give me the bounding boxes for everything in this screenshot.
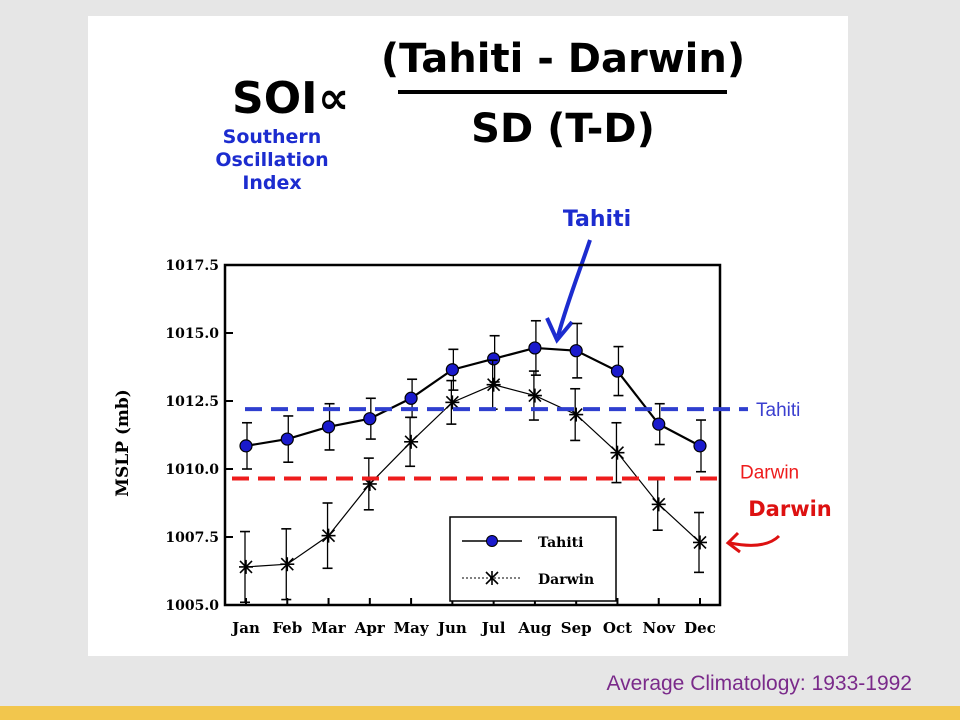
legend-tahiti-marker: [486, 535, 498, 547]
data-point: [445, 395, 460, 410]
y-axis-ticks: 1005.0 1007.5 1010.0 1012.5 1015.0 1017.5: [165, 258, 233, 614]
slide-caption: Average Climatology: 1933-1992: [606, 672, 912, 695]
y-tick-label: 1005.0: [165, 598, 219, 614]
formula-numerator: (Tahiti - Darwin): [381, 36, 745, 82]
data-point: [280, 432, 294, 446]
tahiti-arrowhead-icon: [545, 317, 574, 344]
x-tick-label: Jan: [230, 619, 260, 637]
darwin-reference-label: Darwin: [740, 463, 799, 484]
plot-frame: [223, 263, 722, 607]
mslp-chart: MSLP (mb) 1005.0 1007.5 1010.0 1012.5 1015.0…: [113, 258, 722, 637]
data-point: [404, 391, 418, 405]
x-tick-label: Oct: [603, 619, 632, 637]
series-layer: [239, 319, 707, 604]
reference-lines: Tahiti Darwin: [232, 400, 800, 484]
series-tahiti: [239, 319, 707, 473]
darwin-arrowhead-icon: [725, 531, 741, 554]
darwin-handwritten-label: Darwin: [748, 497, 832, 521]
series-line: [245, 346, 701, 447]
x-tick-label: Aug: [517, 619, 552, 637]
y-tick-label: 1012.5: [165, 394, 219, 410]
data-point: [651, 497, 666, 512]
series-line: [245, 384, 701, 568]
legend-box: [449, 516, 617, 602]
x-tick-label: Nov: [643, 619, 677, 637]
data-point: [321, 420, 336, 434]
handwritten-annotations: Tahiti Darwin: [545, 207, 832, 554]
data-point: [280, 557, 295, 572]
data-point: [239, 439, 253, 453]
data-point: [693, 535, 707, 550]
bottom-accent-bar: [0, 706, 960, 720]
data-point: [445, 363, 459, 377]
tahiti-reference-label: Tahiti: [756, 400, 800, 421]
data-point: [321, 528, 336, 543]
tahiti-pointer-arrow: [556, 239, 592, 337]
data-point: [363, 412, 377, 426]
index-name-line-1: Southern: [223, 126, 322, 148]
x-tick-label: May: [394, 619, 430, 637]
data-point: [404, 434, 419, 449]
data-point: [527, 388, 542, 403]
x-tick-label: Jun: [436, 619, 467, 637]
x-axis-ticks: Jan Feb Mar Apr May Jun Jul Aug Sep Oct Nov Dec: [230, 598, 716, 637]
formula-denominator: SD (T-D): [471, 106, 655, 152]
darwin-pointer-arrow: [729, 534, 781, 547]
data-point: [652, 417, 666, 431]
data-point: [528, 341, 542, 355]
legend: Tahiti Darwin: [449, 516, 617, 602]
formula-lhs: SOI: [232, 73, 317, 124]
data-point: [239, 559, 253, 574]
data-point: [610, 364, 625, 378]
y-tick-label: 1007.5: [165, 530, 219, 546]
data-point: [610, 445, 625, 460]
proportional-symbol: ∝: [318, 73, 349, 124]
x-tick-label: Sep: [561, 619, 592, 637]
soi-formula: SOI ∝ (Tahiti - Darwin) SD (T-D) Souther…: [215, 36, 745, 194]
index-name-line-3: Index: [242, 172, 301, 194]
y-tick-label: 1015.0: [165, 326, 219, 342]
legend-darwin-marker: [485, 571, 499, 585]
x-tick-label: Dec: [684, 619, 716, 637]
data-point: [569, 344, 583, 358]
legend-tahiti-label: Tahiti: [538, 535, 583, 551]
y-axis-label: MSLP (mb): [113, 389, 133, 497]
x-tick-label: Apr: [354, 619, 386, 637]
tahiti-handwritten-label: Tahiti: [563, 207, 631, 232]
x-tick-label: Mar: [311, 619, 346, 637]
x-tick-label: Jul: [480, 619, 506, 637]
data-point: [693, 439, 707, 453]
x-tick-label: Feb: [272, 619, 302, 637]
data-point: [486, 377, 501, 392]
legend-darwin-label: Darwin: [538, 572, 594, 588]
y-tick-label: 1017.5: [165, 258, 219, 274]
index-name-line-2: Oscillation: [215, 149, 328, 171]
series-darwin: [239, 359, 707, 604]
y-tick-label: 1010.0: [165, 462, 219, 478]
data-point: [487, 352, 501, 366]
